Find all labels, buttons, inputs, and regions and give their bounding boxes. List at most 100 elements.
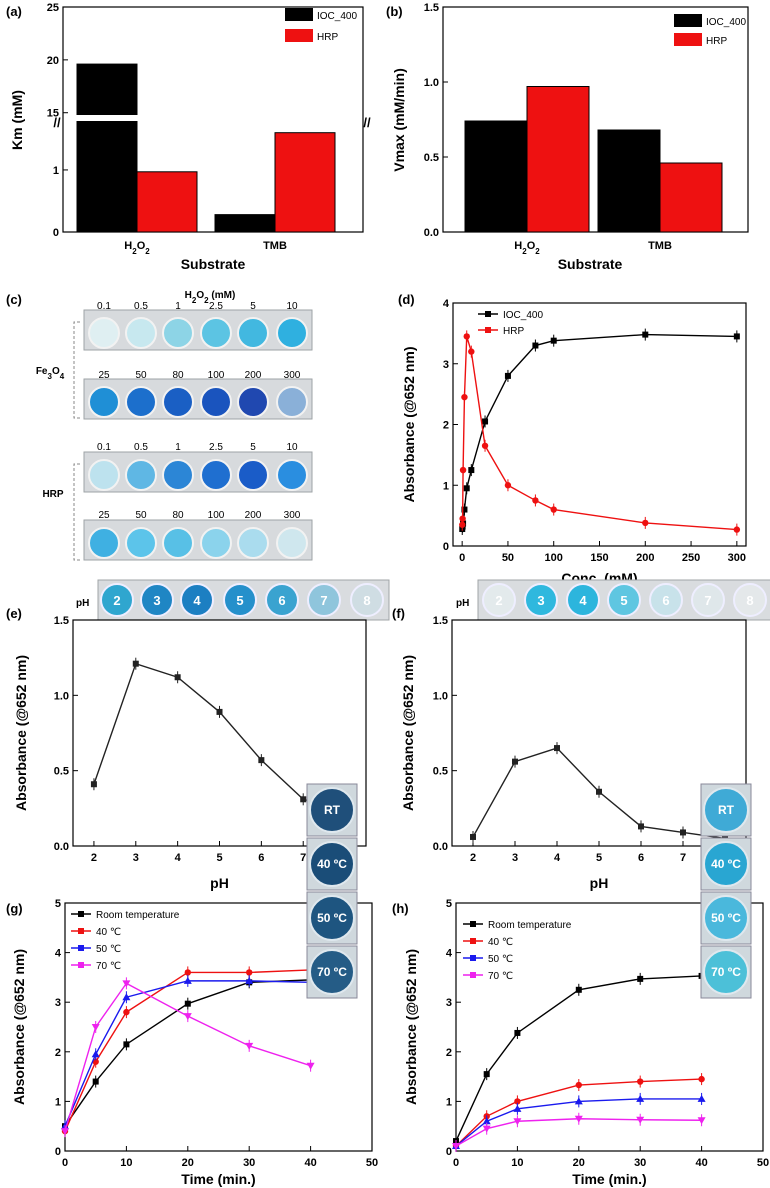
- legend-label-h-3: 70 ℃: [488, 971, 513, 982]
- ph-well-strip_f-3: [607, 583, 641, 617]
- well-row3-1: [125, 459, 157, 491]
- x-tick-label-d-4: 200: [636, 552, 654, 564]
- x-tick-label-h-1: 10: [511, 1157, 523, 1169]
- well-label-row1-3: 2.5: [209, 301, 223, 312]
- well-label-row1-4: 5: [250, 301, 256, 312]
- ph-well-strip_f-5: [691, 583, 725, 617]
- inset-label-insets_g-1: 40 ºC: [317, 857, 347, 871]
- ph-well-value-strip_f-5: 7: [704, 593, 711, 608]
- y-axis-title-h: Absorbance (@652 nm): [403, 949, 419, 1105]
- x-tick-label-g-3: 30: [243, 1157, 255, 1169]
- x-category-b-1: TMB: [648, 240, 672, 252]
- bar-b-IOC_400-H2O2: [464, 120, 528, 233]
- ph-well-value-strip_e-4: 6: [278, 593, 285, 608]
- x-tick-label-f-4: 6: [638, 852, 644, 864]
- well-strip-row1: [83, 309, 313, 351]
- x-tick-label-d-6: 300: [728, 552, 746, 564]
- panel-label-h: (h): [392, 901, 409, 916]
- y-tick-label-f-2: 1.0: [433, 690, 448, 702]
- y-tick-label-b-0: 0.0: [424, 227, 439, 239]
- well-row1-1: [125, 317, 157, 349]
- y-axis-title-a: Km (mM): [9, 90, 25, 150]
- y-tick-label-h-5: 5: [446, 898, 452, 910]
- ph-well-value-strip_f-2: 4: [579, 593, 587, 608]
- well-strip-row3: [83, 451, 313, 493]
- y-tick-label-e-2: 1.0: [54, 690, 69, 702]
- inset-well-insets_g-2: [309, 895, 355, 941]
- x-axis-title-b: Substrate: [558, 256, 623, 272]
- legend-marker-h-1: [470, 938, 476, 944]
- x-tick-label-g-5: 50: [366, 1157, 378, 1169]
- legend-label-g-2: 50 ℃: [96, 944, 121, 955]
- well-row1-0: [88, 317, 120, 349]
- legend-label-h-2: 50 ℃: [488, 954, 513, 965]
- y-axis-title-b: Vmax (mM/min): [391, 68, 407, 171]
- ph-well-strip_f-4: [649, 583, 683, 617]
- bar-a-HRP-H2O2: [136, 171, 198, 233]
- y-tick-label-h-1: 1: [446, 1096, 452, 1108]
- bar-a-HRP-TMB: [274, 132, 336, 233]
- y-tick-label-a-4: 25: [47, 2, 59, 14]
- well-label-row1-1: 0.5: [134, 301, 148, 312]
- x-tick-label-g-1: 10: [120, 1157, 132, 1169]
- well-row4-2: [162, 527, 194, 559]
- ph-well-strip_f-2: [566, 583, 600, 617]
- inset-label-insets_h-2: 50 ºC: [711, 911, 741, 925]
- y-tick-label-d-2: 2: [443, 420, 449, 432]
- panel-c-title: H2O2 (mM): [185, 290, 236, 305]
- y-tick-label-d-0: 0: [443, 541, 449, 553]
- well-strip-row4: [83, 519, 313, 561]
- y-tick-label-f-1: 0.5: [433, 766, 448, 778]
- panel-label-b: (b): [386, 4, 403, 19]
- x-tick-label-g-2: 20: [182, 1157, 194, 1169]
- plot-frame-g: [64, 902, 373, 1152]
- inset-label-insets_g-2: 50 ºC: [317, 911, 347, 925]
- x-tick-label-e-3: 5: [216, 852, 222, 864]
- x-tick-label-f-5: 7: [680, 852, 686, 864]
- well-label-row2-0: 25: [98, 370, 110, 381]
- ph-well-value-strip_f-3: 5: [620, 593, 627, 608]
- series-line-h-0: [455, 975, 702, 1142]
- well-row4-5: [276, 527, 308, 559]
- y-tick-label-g-3: 3: [55, 997, 61, 1009]
- well-row1-2: [162, 317, 194, 349]
- x-tick-label-h-2: 20: [573, 1157, 585, 1169]
- well-row2-4: [237, 386, 269, 418]
- y-axis-title-g: Absorbance (@652 nm): [11, 949, 27, 1105]
- legend-swatch-a-0: [285, 8, 313, 21]
- legend-marker-h-3: [470, 972, 476, 978]
- well-label-row3-5: 10: [286, 442, 298, 453]
- x-tick-label-e-2: 4: [175, 852, 182, 864]
- legend-marker-g-1: [78, 928, 84, 934]
- panel-label-c: (c): [6, 292, 22, 307]
- legend-marker-h-0: [470, 921, 476, 927]
- x-tick-label-h-5: 50: [757, 1157, 769, 1169]
- inset-label-insets_h-0: RT: [718, 803, 735, 817]
- x-axis-title-h: Time (min.): [572, 1171, 646, 1187]
- well-row2-3: [200, 386, 232, 418]
- y-tick-label-g-4: 4: [55, 948, 62, 960]
- x-category-b-0: H2O2: [514, 240, 540, 256]
- series-line-g-3: [64, 982, 311, 1132]
- y-tick-label-a-0: 0: [53, 227, 59, 239]
- well-label-row3-0: 0.1: [97, 442, 111, 453]
- y-tick-label-e-1: 0.5: [54, 766, 69, 778]
- well-row1-4: [237, 317, 269, 349]
- well-label-row2-3: 100: [208, 370, 225, 381]
- well-label-row4-0: 25: [98, 510, 110, 521]
- y-tick-label-g-2: 2: [55, 1047, 61, 1059]
- legend-label-b-1: HRP: [706, 36, 727, 47]
- y-tick-label-h-0: 0: [446, 1146, 452, 1158]
- well-label-row3-1: 0.5: [134, 442, 148, 453]
- inset-well-insets_g-0: [309, 787, 355, 833]
- well-row3-3: [200, 459, 232, 491]
- well-label-row1-0: 0.1: [97, 301, 111, 312]
- y-tick-label-b-1: 0.5: [424, 152, 439, 164]
- well-label-row2-1: 50: [135, 370, 147, 381]
- bar-a-IOC_400-H2O2: [76, 63, 138, 233]
- x-tick-label-e-0: 2: [91, 852, 97, 864]
- legend-label-d-0: IOC_400: [503, 310, 543, 321]
- y-tick-label-b-3: 1.5: [424, 2, 439, 14]
- series-line-d-1: [461, 336, 737, 531]
